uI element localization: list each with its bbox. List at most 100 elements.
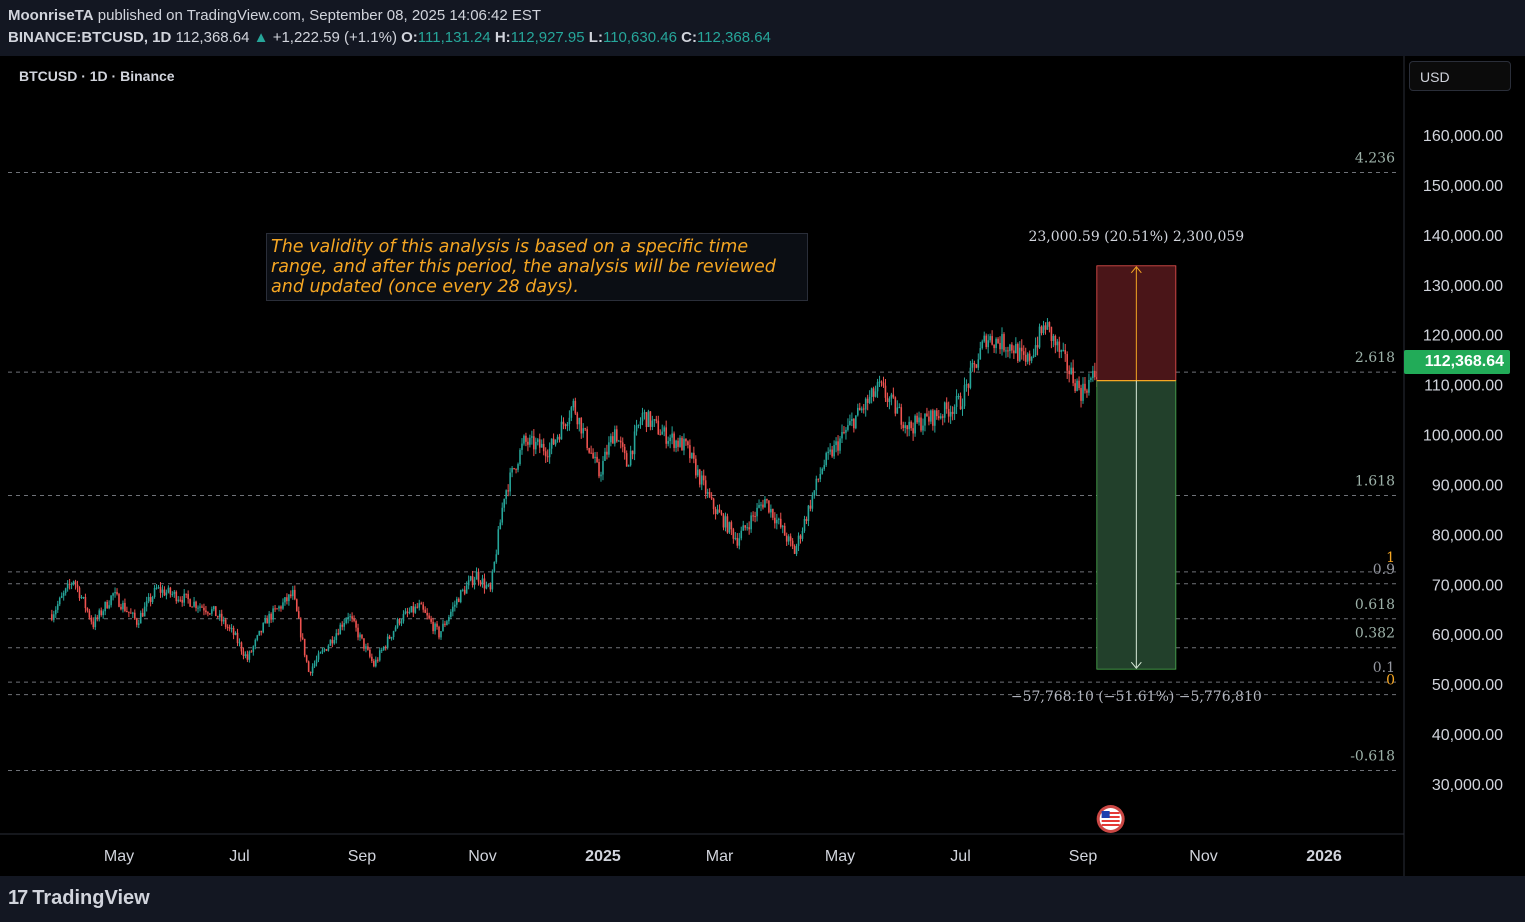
candle-body — [118, 594, 120, 607]
candle-body — [724, 516, 727, 528]
candle-body — [244, 654, 247, 656]
candle-body — [870, 388, 873, 398]
candle-body — [799, 535, 802, 539]
candle-body — [454, 604, 456, 607]
candle-body — [843, 431, 845, 433]
candle-body — [505, 490, 507, 499]
candle-body — [495, 554, 498, 562]
candle-body — [471, 576, 474, 586]
candle-body — [934, 410, 936, 426]
candle-body — [483, 578, 486, 589]
candle-body — [1015, 344, 1017, 354]
candle-body — [222, 619, 225, 622]
candle-body — [928, 416, 930, 422]
candle-body — [687, 441, 689, 446]
candle-body — [141, 612, 144, 617]
candle-body — [562, 421, 565, 425]
candle-body — [469, 576, 472, 581]
candle-body — [756, 507, 758, 517]
candle-body — [333, 639, 336, 644]
candle-body — [1013, 350, 1015, 354]
author-name[interactable]: MoonriseTA — [8, 7, 94, 24]
candle-body — [497, 529, 500, 555]
candle-body — [422, 604, 425, 610]
candle-body — [220, 613, 223, 622]
candle-body — [730, 522, 733, 530]
candle-body — [951, 411, 954, 414]
candle-body — [351, 616, 353, 619]
chart-symbol-label[interactable]: BTCUSD · 1D · Binance — [19, 68, 175, 84]
candle-body — [491, 571, 494, 590]
candle-body — [849, 420, 851, 426]
analysis-note[interactable]: The validity of this analysis is based o… — [266, 233, 808, 301]
currency-button[interactable]: USD — [1409, 61, 1511, 91]
candle-body — [635, 425, 638, 432]
candle-body — [779, 518, 782, 528]
candle-body — [426, 612, 428, 616]
candle-body — [965, 384, 968, 386]
candle-body — [1052, 335, 1055, 341]
candle-body — [203, 607, 205, 611]
candle-body — [776, 519, 778, 524]
candle-body — [436, 623, 438, 627]
economic-events[interactable] — [1096, 805, 1125, 833]
candle-body — [157, 587, 160, 589]
price-tick-label: 80,000.00 — [1432, 527, 1503, 544]
candle-body — [813, 490, 816, 496]
time-tick-label: Sep — [348, 848, 377, 865]
candle-body — [614, 429, 616, 444]
chart-area[interactable] — [0, 56, 1525, 876]
candle-body — [868, 397, 871, 403]
flag-stripe — [1101, 812, 1120, 814]
candle-body — [556, 436, 559, 440]
candle-body — [529, 437, 531, 445]
price-scale[interactable]: 30,000.00 40,000.00 50,000.00 60,000.00 70,0… — [1423, 128, 1503, 794]
candle-body — [153, 587, 156, 597]
candle-body — [795, 545, 798, 554]
candle-body — [961, 406, 964, 410]
symbol-name[interactable]: BINANCE:BTCUSD, 1D — [8, 29, 172, 46]
target-stats-label: 23,000.59 (20.51%) 2,300,059 — [1028, 229, 1244, 245]
candle-body — [485, 585, 488, 589]
tradingview-logo[interactable]: 17 TradingView — [8, 887, 150, 910]
candle-body — [801, 530, 804, 539]
candle-body — [398, 619, 401, 624]
candle-body — [1007, 350, 1009, 352]
candle-body — [100, 610, 103, 616]
candle-body — [710, 496, 713, 499]
candle-body — [811, 495, 814, 509]
high-value: 112,927.95 — [510, 29, 585, 46]
candle-body — [738, 538, 741, 546]
note-line-3: and updated (once every 28 days). — [271, 277, 579, 297]
candle-body — [292, 589, 294, 597]
candle-body — [744, 525, 747, 528]
candle-body — [56, 604, 59, 610]
candle-body — [388, 636, 391, 639]
candle-body — [317, 653, 320, 660]
candle-body — [457, 598, 460, 603]
candle-body — [359, 634, 361, 638]
candle-body — [473, 579, 476, 586]
candle-body — [969, 367, 972, 388]
candle-body — [1020, 347, 1023, 352]
candle-body — [673, 433, 675, 448]
candle-body — [1080, 388, 1082, 401]
candle-body — [973, 362, 976, 365]
candle-body — [766, 499, 768, 501]
time-scale[interactable]: May Jul Sep Nov 2025 Mar May Jul Sep Nov 2026 — [104, 848, 1342, 865]
candle-body — [165, 592, 168, 596]
candle-body — [161, 589, 164, 593]
candle-body — [268, 613, 270, 624]
candle-body — [323, 649, 326, 651]
long-short-position-tool[interactable]: 23,000.59 (20.51%) 2,300,059 −57,768.10 (… — [1011, 229, 1262, 705]
candle-body — [94, 617, 97, 628]
candle-body — [878, 381, 881, 383]
candle-body — [888, 398, 891, 403]
candle-body — [242, 651, 245, 656]
open-label: O: — [401, 29, 418, 46]
candle-body — [311, 666, 314, 674]
candle-body — [305, 655, 308, 662]
candle-body — [339, 624, 342, 635]
candle-body — [608, 442, 610, 455]
